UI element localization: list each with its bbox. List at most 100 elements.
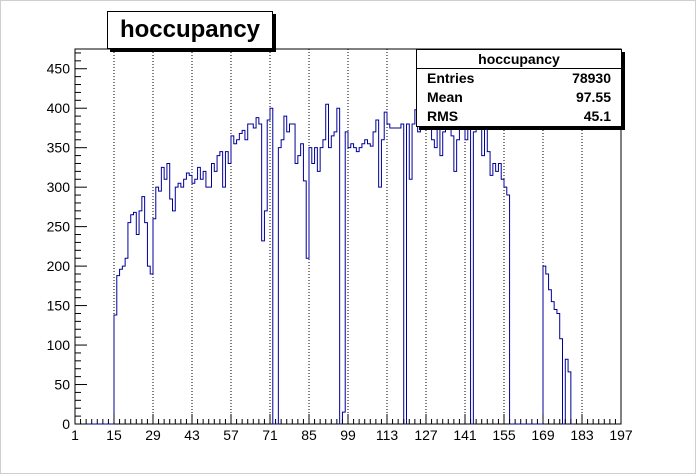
histogram-bin <box>212 163 215 424</box>
histogram-bin <box>409 179 412 424</box>
histogram-bin <box>173 211 176 424</box>
histogram-bin <box>359 148 362 424</box>
histogram-bin <box>323 140 326 424</box>
histogram-bin <box>139 211 142 424</box>
y-axis: 0 50 100 150 200 250 300 350 400 450 <box>47 52 87 432</box>
histogram-bin <box>287 132 290 424</box>
histogram-bin <box>373 132 376 424</box>
histogram-bin <box>479 124 482 424</box>
histogram-bin <box>354 148 357 424</box>
histogram-bin <box>457 140 460 424</box>
histogram-bin <box>253 128 256 424</box>
histogram-bin <box>415 110 418 424</box>
y-tick-label: 250 <box>47 219 71 235</box>
histogram-bin <box>465 140 468 424</box>
histogram-bin <box>390 128 393 424</box>
histogram-bin <box>122 266 125 424</box>
histogram-bin <box>284 116 287 424</box>
histogram-bin <box>443 132 446 424</box>
histogram-bin <box>206 187 209 424</box>
histogram-bin <box>170 199 173 424</box>
stats-label: Mean <box>427 89 463 105</box>
y-tick-label: 100 <box>47 337 71 353</box>
histogram-bin <box>334 132 337 424</box>
histogram-bin <box>448 120 451 424</box>
x-tick-label: 169 <box>531 427 555 443</box>
histogram-bin <box>440 156 443 424</box>
histogram-bin <box>242 130 245 424</box>
x-tick-label: 99 <box>340 427 356 443</box>
histogram-bin <box>223 187 226 424</box>
histogram-bin <box>312 163 315 424</box>
stats-title: hoccupancy <box>417 50 621 69</box>
histogram-bin <box>370 146 373 424</box>
histogram-bin <box>156 187 159 424</box>
histogram-bin <box>418 132 421 424</box>
histogram-bin <box>432 140 435 424</box>
histogram-bin <box>398 128 401 424</box>
histogram-bin <box>245 140 248 424</box>
histogram-bin <box>192 183 195 424</box>
stats-row-entries: Entries 78930 <box>417 69 621 88</box>
histogram-bin <box>379 187 382 424</box>
histogram-bin <box>420 122 423 424</box>
plot-title: hoccupancy <box>107 11 273 49</box>
histogram-bin <box>498 163 501 424</box>
stats-value: 45.1 <box>583 108 611 124</box>
histogram-bin <box>395 128 398 424</box>
histogram-bin <box>217 156 220 424</box>
x-tick-label: 57 <box>223 427 239 443</box>
histogram-bin <box>365 140 368 424</box>
histogram-bin <box>136 235 139 424</box>
histogram-bin <box>164 179 167 424</box>
histogram-bin <box>184 179 187 424</box>
histogram-line <box>75 103 574 425</box>
histogram-bin <box>142 197 145 424</box>
histogram-bin <box>181 187 184 424</box>
histogram-bin <box>186 173 189 424</box>
stats-row-rms: RMS 45.1 <box>417 107 621 126</box>
x-tick-label: 127 <box>414 427 438 443</box>
histogram-bin <box>351 144 354 424</box>
histogram-bin <box>134 212 137 424</box>
histogram-bin <box>262 241 265 424</box>
histogram-bin <box>482 156 485 424</box>
x-tick-label: 141 <box>453 427 477 443</box>
histogram-bin <box>147 266 150 424</box>
histogram-bin <box>195 179 198 424</box>
histogram-bin <box>203 171 206 424</box>
y-tick-label: 300 <box>47 179 71 195</box>
histogram-bin <box>292 124 295 424</box>
histogram-bin <box>225 152 228 424</box>
x-tick-label: 1 <box>71 427 79 443</box>
x-tick-label: 15 <box>106 427 122 443</box>
histogram-bin <box>485 128 488 424</box>
histogram-bin <box>214 171 217 424</box>
histogram-bin <box>237 140 240 424</box>
x-tick-label: 71 <box>262 427 278 443</box>
histogram-bin <box>459 120 462 424</box>
histogram-series <box>75 103 574 425</box>
stats-label: Entries <box>427 70 475 86</box>
histogram-bin <box>554 310 557 424</box>
histogram-bin <box>393 128 396 424</box>
x-tick-label: 155 <box>492 427 516 443</box>
x-tick-label: 43 <box>184 427 200 443</box>
histogram-bin <box>429 128 432 424</box>
histogram-bin <box>315 148 318 424</box>
x-tick-label: 29 <box>145 427 161 443</box>
histogram-bin <box>551 302 554 424</box>
histogram-bin <box>220 152 223 424</box>
y-tick-label: 0 <box>62 416 70 432</box>
y-tick-label: 150 <box>47 298 71 314</box>
histogram-bin <box>446 124 449 424</box>
histogram-bin <box>356 152 359 424</box>
histogram-bin <box>198 167 201 424</box>
histogram-bin <box>326 104 329 424</box>
histogram-bin <box>189 175 192 424</box>
histogram-bin <box>331 136 334 424</box>
y-tick-label: 50 <box>54 377 70 393</box>
histogram-bin <box>317 171 320 424</box>
histogram-bin <box>476 108 479 424</box>
histogram-bin <box>256 118 259 424</box>
